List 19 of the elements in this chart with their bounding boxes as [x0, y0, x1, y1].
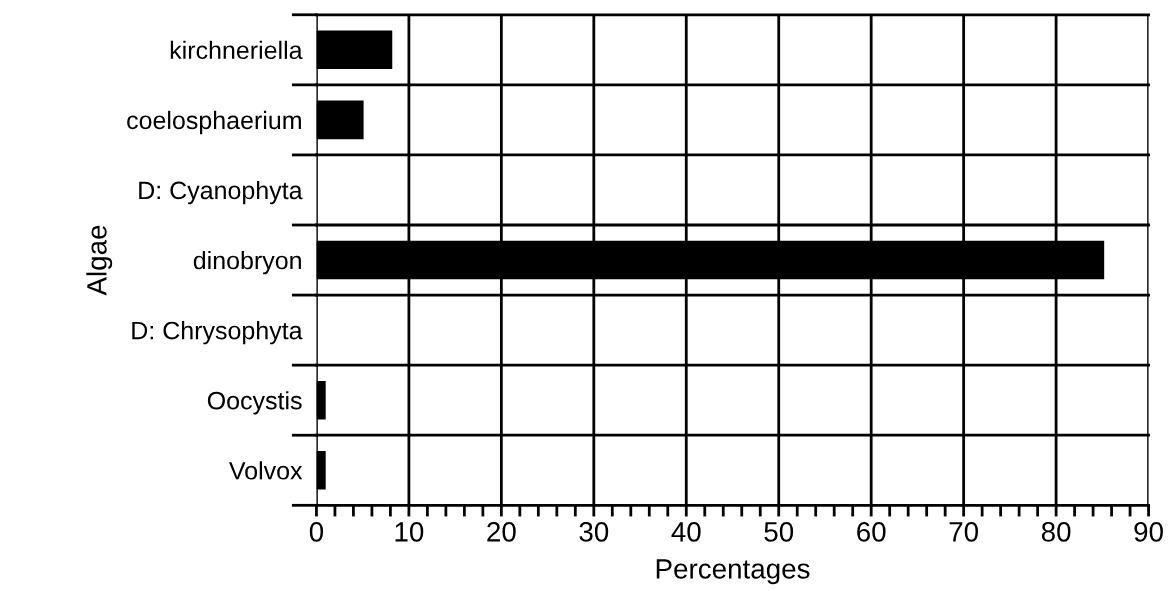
x-tick-label: 70 — [949, 522, 979, 542]
y-tick-label: coelosphaerium — [127, 110, 301, 135]
y-axis-title: Algae — [86, 225, 113, 296]
y-tick-label: Oocystis — [207, 391, 302, 415]
x-tick-label: 10 — [395, 522, 424, 542]
x-tick-label: 40 — [671, 522, 701, 542]
x-tick-label: 20 — [487, 522, 516, 542]
y-tick-label: Volvox — [229, 461, 303, 480]
x-axis-title: Percentages — [656, 559, 810, 585]
x-tick-label: 30 — [579, 522, 609, 542]
x-tick-label: 90 — [1134, 522, 1163, 542]
x-tick-label: 60 — [857, 522, 886, 542]
y-tick-label: kirchneriella — [170, 40, 303, 60]
y-tick-label: D: Chrysophyta — [132, 321, 303, 345]
x-tick-label: 0 — [309, 522, 324, 542]
x-tick-label: 50 — [764, 522, 794, 542]
y-tick-label: D: Cyanophyta — [139, 180, 303, 205]
y-tick-label: dinobryon — [193, 250, 301, 275]
x-tick-label: 80 — [1041, 522, 1071, 542]
